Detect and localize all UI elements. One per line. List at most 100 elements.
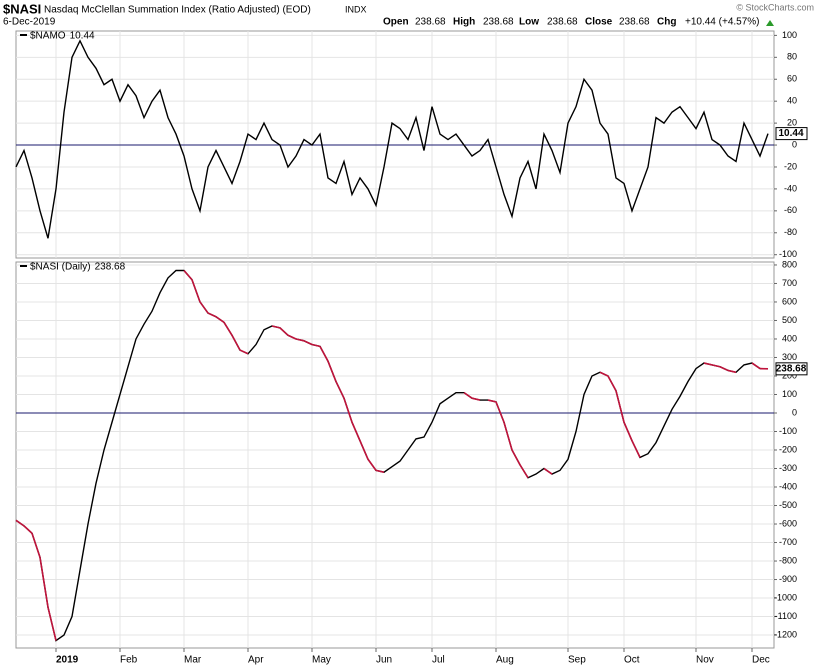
- x-tick-label: 2019: [56, 655, 79, 666]
- x-tick-label: Dec: [752, 655, 770, 666]
- series-line: [15, 269, 769, 642]
- x-tick-label: Sep: [568, 655, 586, 666]
- quote-label: Chg: [657, 17, 676, 28]
- y-tick-label: -80: [784, 227, 797, 237]
- x-tick-label: Aug: [496, 655, 514, 666]
- plot-frame: [15, 30, 775, 259]
- y-tick-label: 100: [782, 30, 797, 40]
- y-tick-label: -600: [779, 518, 797, 528]
- y-tick-label: 700: [782, 278, 797, 288]
- quote-label: Close: [585, 17, 613, 28]
- y-tick-label: 300: [782, 352, 797, 362]
- y-tick-label: -300: [779, 463, 797, 473]
- down-segment: [231, 334, 241, 351]
- x-tick-label: Oct: [624, 655, 640, 666]
- symbol: $NASI: [3, 1, 41, 16]
- y-tick-label: -100: [779, 249, 797, 259]
- date: 6-Dec-2019: [3, 17, 56, 28]
- y-tick-label: 100: [782, 389, 797, 399]
- down-segment: [15, 519, 25, 527]
- down-segment: [543, 467, 553, 475]
- quote-value: 238.68: [415, 17, 446, 28]
- y-tick-label: -900: [779, 574, 797, 584]
- down-segment: [495, 401, 505, 423]
- down-segment: [31, 533, 41, 558]
- down-segment: [23, 525, 33, 534]
- quote-label: High: [453, 17, 475, 28]
- y-tick-label: 0: [792, 407, 797, 417]
- y-tick-label: -60: [784, 205, 797, 215]
- down-segment: [239, 349, 249, 355]
- down-segment: [719, 366, 729, 372]
- legend-swatch: [20, 34, 27, 36]
- last-value: 238.68: [776, 363, 807, 374]
- down-segment: [327, 360, 337, 382]
- y-tick-label: 400: [782, 333, 797, 343]
- down-segment: [751, 362, 761, 370]
- legend-value: 10.44: [70, 31, 95, 42]
- down-segment: [183, 269, 193, 281]
- y-tick-label: -700: [779, 537, 797, 547]
- x-tick-label: May: [312, 655, 331, 666]
- down-segment: [223, 321, 233, 336]
- last-value: 10.44: [778, 128, 803, 139]
- quote-value: 238.68: [619, 17, 650, 28]
- copyright: © StockCharts.com: [736, 2, 814, 12]
- plot-frame: [15, 261, 775, 649]
- down-segment: [727, 369, 737, 374]
- y-tick-label: -100: [779, 426, 797, 436]
- last-value-box: [775, 127, 808, 141]
- x-tick-label: Mar: [184, 655, 202, 666]
- last-value-box: [775, 362, 808, 376]
- y-tick-label: 500: [782, 315, 797, 325]
- down-segment: [463, 391, 473, 399]
- down-segment: [503, 422, 513, 451]
- y-tick-label: 80: [787, 52, 797, 62]
- down-segment: [287, 334, 297, 340]
- quote-value: +10.44 (+4.57%): [685, 17, 760, 28]
- quote-label: Open: [383, 17, 409, 28]
- y-tick-label: -1000: [774, 592, 797, 602]
- down-segment: [487, 399, 497, 403]
- down-segment: [375, 469, 385, 473]
- down-segment: [607, 375, 617, 392]
- y-tick-label: 40: [787, 96, 797, 106]
- down-segment: [215, 316, 225, 323]
- y-tick-label: 800: [782, 259, 797, 269]
- down-segment: [615, 390, 625, 423]
- up-arrow: [766, 20, 774, 26]
- x-tick-label: Jul: [432, 655, 445, 666]
- down-segment: [191, 279, 201, 303]
- down-segment: [295, 338, 305, 342]
- y-tick-label: -20: [784, 161, 797, 171]
- legend-name: $NASI (Daily): [30, 262, 91, 273]
- x-tick-label: Feb: [120, 655, 138, 666]
- y-tick-label: -40: [784, 183, 797, 193]
- down-segment: [511, 449, 521, 466]
- y-tick-label: 20: [787, 117, 797, 127]
- x-tick-label: Apr: [248, 655, 264, 666]
- down-segment: [39, 557, 49, 608]
- down-segment: [711, 364, 721, 368]
- exchange: INDX: [345, 4, 367, 14]
- down-segment: [279, 327, 289, 336]
- quote-value: 238.68: [547, 17, 578, 28]
- y-tick-label: 60: [787, 74, 797, 84]
- x-tick-label: Jun: [376, 655, 392, 666]
- down-segment: [207, 312, 217, 318]
- y-tick-label: 600: [782, 296, 797, 306]
- quote-value: 238.68: [483, 17, 514, 28]
- x-tick-label: Nov: [696, 655, 714, 666]
- down-segment: [599, 371, 609, 377]
- series-line: [15, 39, 769, 239]
- down-segment: [311, 343, 321, 348]
- down-segment: [519, 464, 529, 479]
- legend-swatch: [20, 265, 27, 267]
- y-tick-label: -1100: [775, 611, 797, 621]
- down-segment: [631, 440, 641, 458]
- legend-value: 238.68: [95, 262, 126, 273]
- legend-name: $NAMO: [30, 31, 66, 42]
- y-tick-label: -400: [779, 481, 797, 491]
- quote-label: Low: [519, 17, 539, 28]
